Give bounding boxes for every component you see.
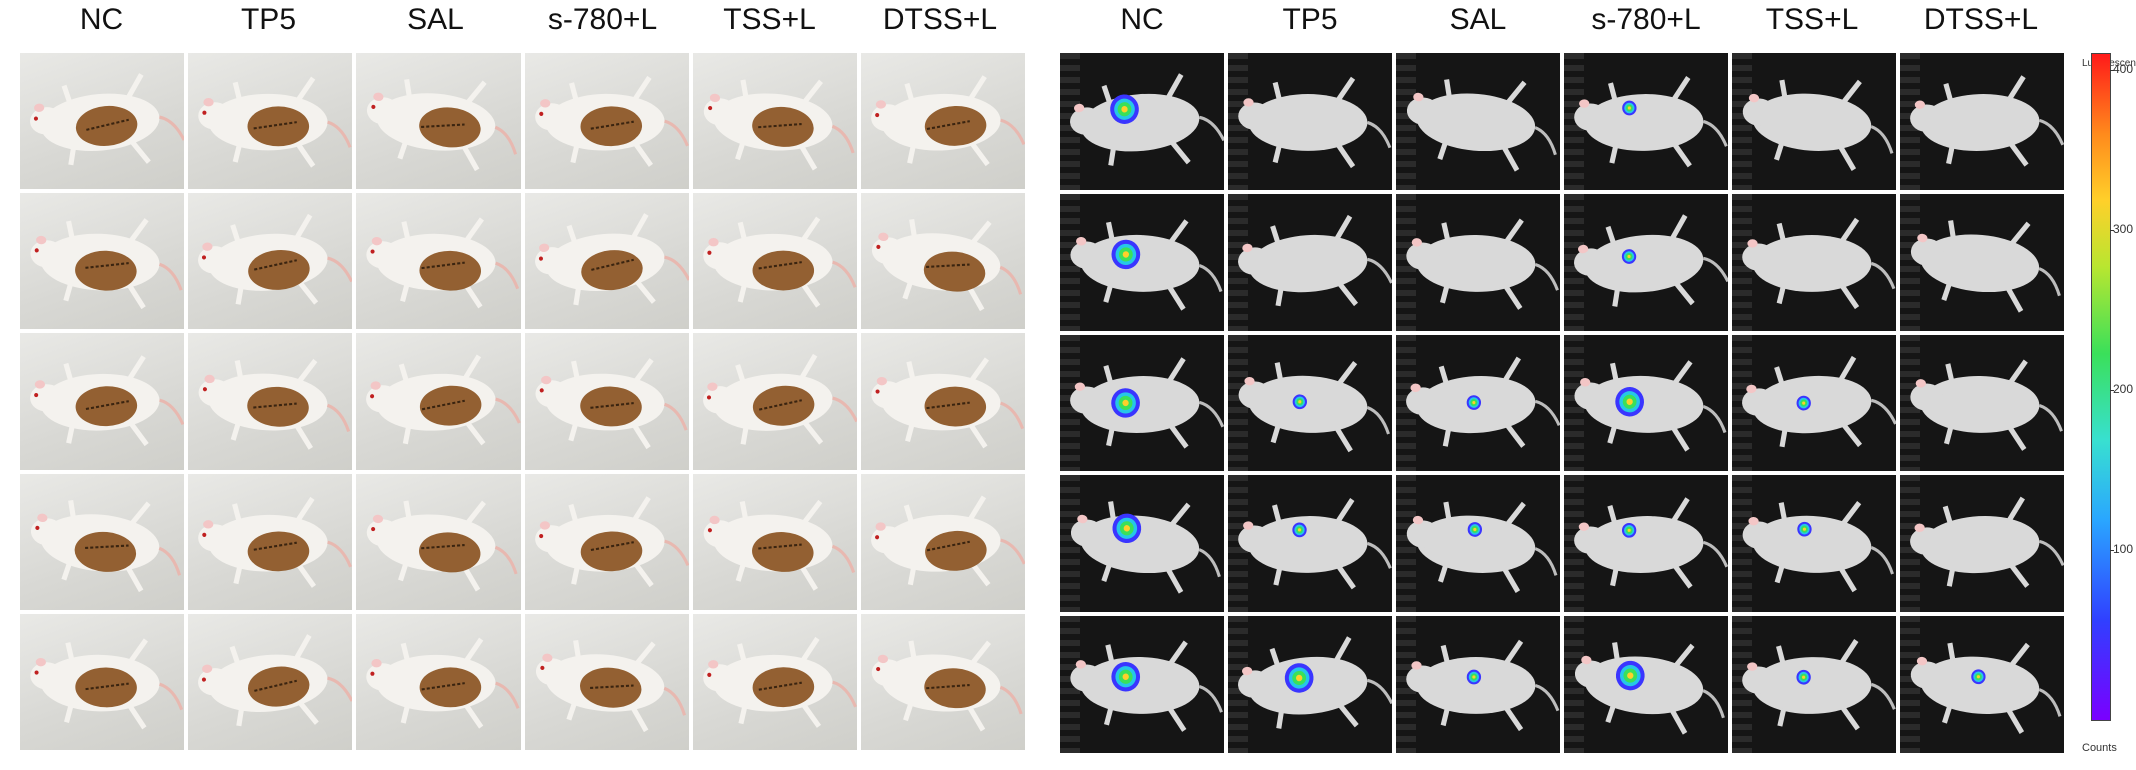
colorbar-unit-label: Counts	[2082, 742, 2117, 754]
bioluminescence-image	[1228, 334, 1392, 472]
bioluminescence-image	[1228, 475, 1392, 613]
mouse-photo	[188, 333, 353, 470]
mouse-photo	[524, 613, 689, 750]
bioluminescence-image	[1396, 193, 1560, 331]
colorbar-tick-300: 300	[2113, 222, 2134, 236]
mouse-photo	[356, 613, 521, 750]
bioluminescence-image	[1396, 616, 1560, 753]
photo-col-header-sal: SAL	[407, 3, 464, 36]
mouse-photo	[524, 53, 689, 190]
mouse-photo	[356, 53, 521, 190]
colorbar-tick-100: 100	[2113, 542, 2134, 556]
colorbar-tick-mark	[2110, 70, 2114, 71]
bioluminescence-image	[1732, 53, 1896, 190]
bioluminescence-image	[1228, 193, 1392, 331]
bioluminescence-image	[1564, 475, 1728, 613]
photo-col-header-s780l: s-780+L	[547, 3, 658, 36]
mouse-photo	[692, 53, 857, 190]
photo-col-header-tssl: TSS+L	[723, 3, 816, 36]
bioluminescence-panel	[1060, 53, 2064, 753]
mouse-photo	[356, 473, 521, 610]
bioluminescence-image	[1060, 616, 1224, 753]
mouse-photo	[860, 473, 1025, 610]
mouse-photo	[188, 613, 353, 750]
mouse-photo	[20, 193, 185, 330]
bioluminescence-image	[1564, 616, 1728, 753]
biolum-col-header-dtssl: DTSS+L	[1923, 3, 2039, 36]
bioluminescence-image	[1564, 334, 1728, 472]
photo-col-header-nc: NC	[79, 3, 124, 36]
bioluminescence-image	[1060, 334, 1224, 472]
mouse-photo	[188, 53, 353, 190]
bioluminescence-image	[1564, 53, 1728, 190]
mouse-photo	[692, 333, 857, 470]
bioluminescence-image	[1228, 616, 1392, 753]
bioluminescence-image	[1900, 616, 2064, 753]
colorbar-tick-mark	[2110, 230, 2114, 231]
bioluminescence-image	[1732, 193, 1896, 331]
biolum-col-header-nc: NC	[1120, 3, 1164, 36]
mouse-photo	[356, 193, 521, 330]
bioluminescence-image	[1060, 193, 1224, 331]
mouse-photo	[188, 473, 353, 610]
bioluminescence-image	[1396, 334, 1560, 472]
mouse-photo	[20, 53, 185, 190]
mouse-photo	[692, 193, 857, 330]
mouse-photo	[860, 613, 1025, 750]
bioluminescence-image	[1228, 53, 1392, 190]
mouse-photo	[20, 613, 185, 750]
bioluminescence-image	[1060, 475, 1224, 613]
luminescence-colorbar	[2091, 53, 2111, 721]
bioluminescence-image	[1060, 53, 1224, 190]
bioluminescence-image	[1900, 53, 2064, 190]
biolum-col-header-tssl: TSS+L	[1765, 3, 1859, 36]
mouse-photo	[188, 193, 353, 330]
mouse-photo	[524, 473, 689, 610]
bioluminescence-image	[1900, 193, 2064, 331]
mouse-photo	[860, 193, 1025, 330]
bioluminescence-image	[1564, 193, 1728, 331]
colorbar-tick-200: 200	[2113, 382, 2134, 396]
bioluminescence-image	[1732, 616, 1896, 753]
mouse-photo	[356, 333, 521, 470]
mouse-photo	[20, 333, 185, 470]
biolum-col-header-tp5: TP5	[1282, 3, 1338, 36]
biolum-col-header-sal: SAL	[1449, 3, 1507, 36]
mouse-photo	[524, 333, 689, 470]
mouse-photo	[860, 333, 1025, 470]
bioluminescence-image	[1396, 475, 1560, 613]
photo-col-header-tp5: TP5	[240, 3, 297, 36]
mouse-photo	[20, 473, 185, 610]
mouse-photo	[860, 53, 1025, 190]
mouse-photo	[524, 193, 689, 330]
mouse-photo	[692, 473, 857, 610]
mouse-photo	[692, 613, 857, 750]
bioluminescence-image	[1396, 53, 1560, 190]
photo-panel	[20, 53, 1025, 750]
photo-col-header-dtssl: DTSS+L	[882, 3, 998, 36]
colorbar-tick-mark	[2110, 390, 2114, 391]
biolum-col-header-s780l: s-780+L	[1591, 3, 1701, 36]
bioluminescence-image	[1900, 475, 2064, 613]
bioluminescence-image	[1732, 334, 1896, 472]
bioluminescence-image	[1900, 334, 2064, 472]
bioluminescence-image	[1732, 475, 1896, 613]
colorbar-tick-400: 400	[2113, 62, 2134, 76]
colorbar-tick-mark	[2110, 550, 2114, 551]
